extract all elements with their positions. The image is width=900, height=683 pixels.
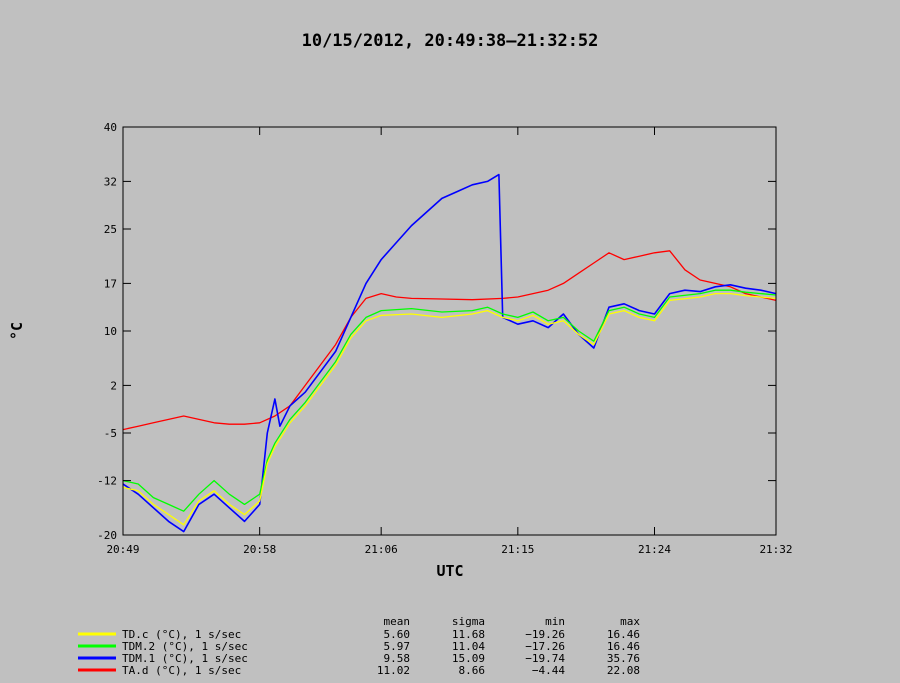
stats-column-header: max bbox=[620, 615, 640, 628]
y-tick-label: 40 bbox=[104, 121, 117, 134]
series-line-2 bbox=[122, 173, 777, 533]
y-tick-label: 32 bbox=[104, 175, 117, 188]
stats-cell: 35.76 bbox=[607, 652, 640, 665]
x-tick-label: 20:49 bbox=[106, 543, 139, 556]
x-tick-label: 21:24 bbox=[638, 543, 671, 556]
y-tick-label: 10 bbox=[104, 325, 117, 338]
stats-cell: 11.68 bbox=[452, 628, 485, 641]
stats-column-header: min bbox=[545, 615, 565, 628]
series-line-3 bbox=[122, 250, 777, 431]
stats-cell: −19.74 bbox=[525, 652, 565, 665]
stats-cell: −17.26 bbox=[525, 640, 565, 653]
y-tick-label: 17 bbox=[104, 277, 117, 290]
stats-column-header: sigma bbox=[452, 615, 485, 628]
stats-cell: −4.44 bbox=[532, 664, 565, 677]
stats-cell: 22.08 bbox=[607, 664, 640, 677]
stats-cell: 16.46 bbox=[607, 640, 640, 653]
plot-series-layer bbox=[122, 173, 777, 533]
stats-cell: 16.46 bbox=[607, 628, 640, 641]
stats-column-header: mean bbox=[384, 615, 411, 628]
x-tick-label: 21:32 bbox=[759, 543, 792, 556]
plot-area-frame bbox=[122, 126, 777, 536]
y-tick-label: 2 bbox=[110, 379, 117, 392]
stats-cell: −19.26 bbox=[525, 628, 565, 641]
legend-label: TD.c (°C), 1 s/sec bbox=[122, 628, 241, 641]
y-tick-label: -20 bbox=[97, 529, 117, 542]
x-tick-label: 20:58 bbox=[243, 543, 276, 556]
stats-cell: 5.60 bbox=[384, 628, 411, 641]
stats-cell: 11.04 bbox=[452, 640, 485, 653]
series-line-1 bbox=[122, 289, 777, 512]
y-tick-label: -5 bbox=[104, 427, 117, 440]
legend-stats-table: mean sigma min max TD.c (°C), 1 s/sec 5.60 11.… bbox=[78, 615, 640, 677]
chart-title: 10/15/2012, 20:49:38–21:32:52 bbox=[302, 31, 599, 51]
series-line-0 bbox=[122, 292, 777, 526]
legend-label: TDM.1 (°C), 1 s/sec bbox=[122, 652, 248, 665]
y-tick-label: 25 bbox=[104, 223, 117, 236]
x-tick-label: 21:15 bbox=[501, 543, 534, 556]
x-axis-label: UTC bbox=[436, 562, 463, 580]
stats-cell: 15.09 bbox=[452, 652, 485, 665]
stats-cell: 9.58 bbox=[384, 652, 411, 665]
stats-cell: 5.97 bbox=[384, 640, 411, 653]
legend-label: TA.d (°C), 1 s/sec bbox=[122, 664, 241, 677]
x-tick-label: 21:06 bbox=[365, 543, 398, 556]
y-axis-label: °C bbox=[8, 322, 26, 340]
stats-cell: 11.02 bbox=[377, 664, 410, 677]
legend-label: TDM.2 (°C), 1 s/sec bbox=[122, 640, 248, 653]
axis-ticks-layer: -20 -12 -5 2 10 17 25 32 40 20:49 20:58 21:06 21:15 2… bbox=[97, 121, 792, 556]
stats-cell: 8.66 bbox=[459, 664, 486, 677]
y-tick-label: -12 bbox=[97, 475, 117, 488]
